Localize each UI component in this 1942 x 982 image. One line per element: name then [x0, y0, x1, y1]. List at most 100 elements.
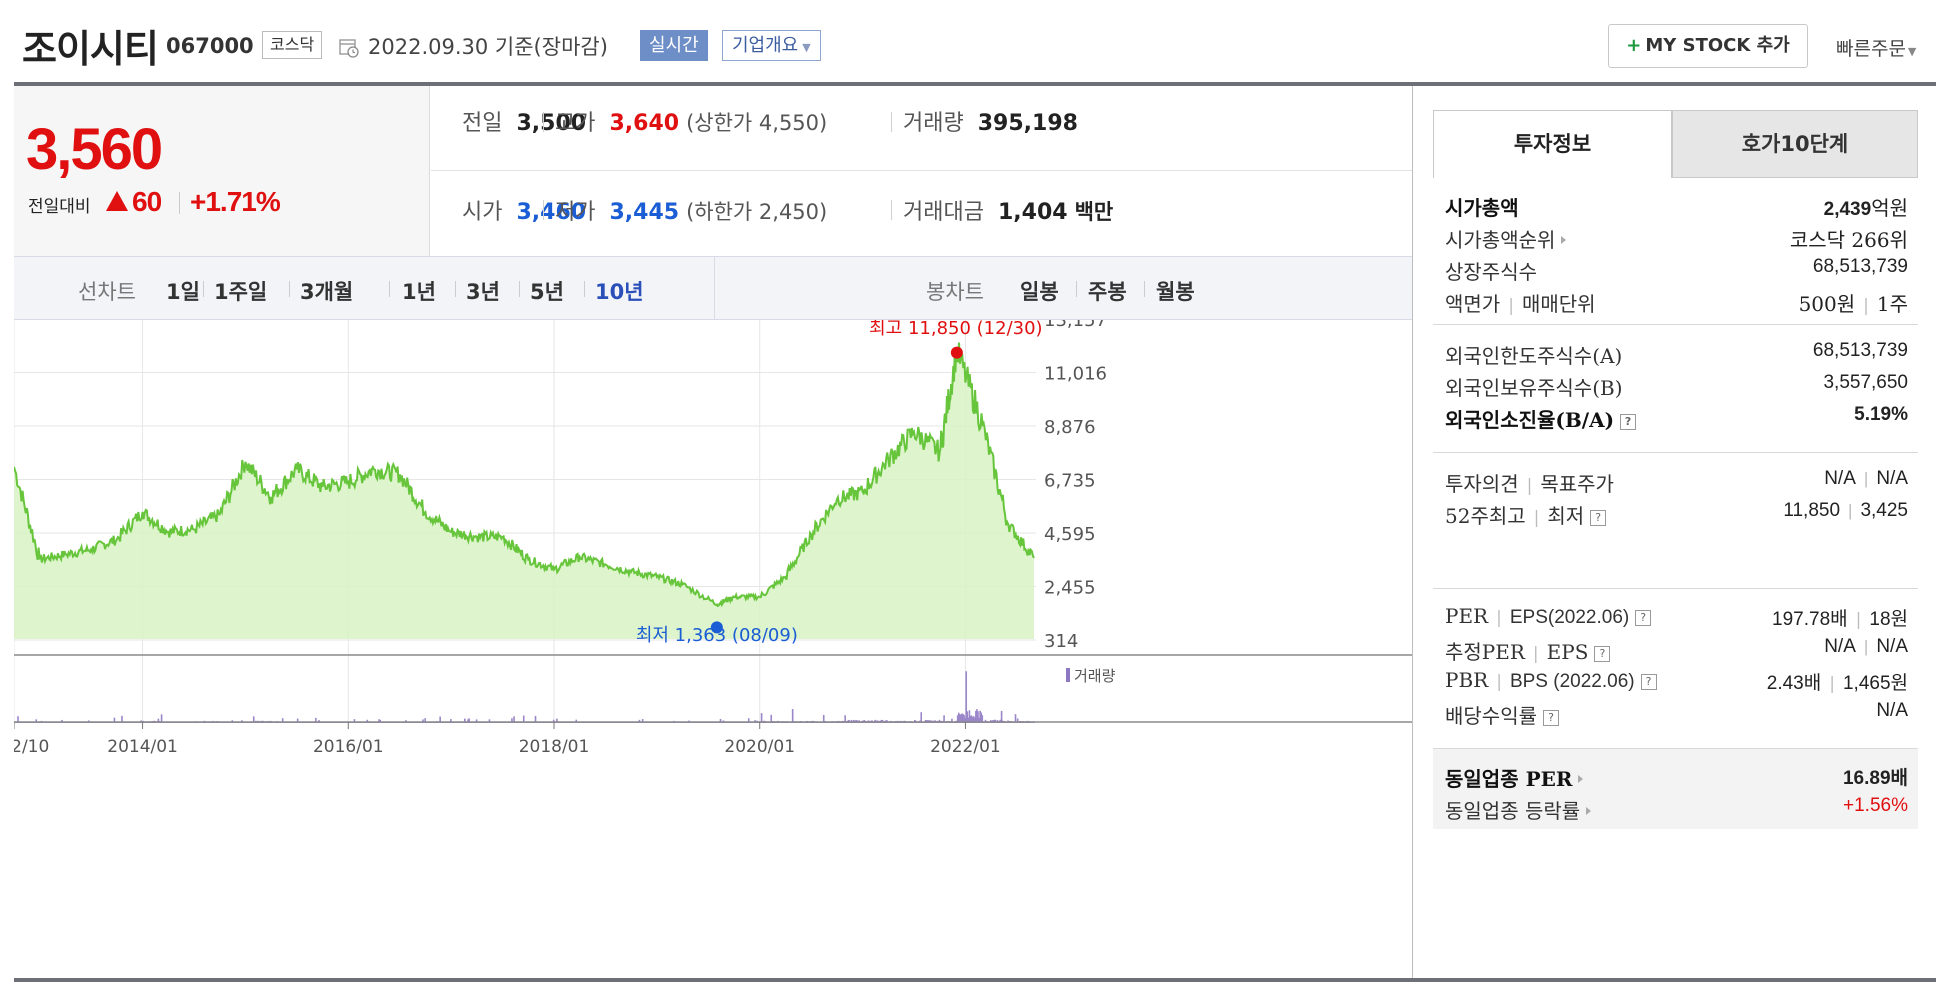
volume-bar	[964, 717, 966, 723]
par-trade-value: 500원 | 1주	[1799, 288, 1908, 317]
volume-bar	[943, 715, 945, 723]
volume-bar	[641, 719, 644, 723]
foreign-ratio-row: 외국인소진율(B/A)? 5.19%	[1445, 404, 1908, 434]
sector-per: 16.89배	[1842, 768, 1908, 789]
volume-bar	[424, 718, 426, 723]
per-text: PER	[1445, 604, 1489, 628]
y-tick-label: 4,595	[1044, 524, 1096, 545]
candle-daily[interactable]: 일봉	[1020, 280, 1059, 304]
bps-text: BPS (2022.06)	[1509, 671, 1635, 692]
div-yield: N/A	[1876, 700, 1908, 721]
divider	[1672, 177, 1918, 178]
stock-code: 067000	[166, 34, 254, 58]
period-1d[interactable]: 1일	[166, 280, 200, 304]
period-3m[interactable]: 3개월	[300, 280, 354, 304]
low-value: 3,445	[609, 200, 680, 225]
market-cap-rank-label[interactable]: 시가총액순위	[1445, 224, 1567, 253]
market-cap-label: 시가총액	[1445, 196, 1519, 220]
help-icon[interactable]: ?	[1620, 414, 1637, 430]
panel-divider	[1412, 86, 1413, 980]
help-icon[interactable]: ?	[1590, 510, 1607, 526]
tab-orderbook[interactable]: 호가10단계	[1672, 110, 1918, 178]
sector-per-label[interactable]: 동일업종 PER	[1445, 763, 1584, 792]
est-per-label: 추정PER | EPS?	[1445, 636, 1611, 665]
volume-bar	[157, 718, 160, 723]
period-5y[interactable]: 5년	[530, 280, 564, 304]
my-stock-add-button[interactable]: + MY STOCK 추가	[1608, 24, 1808, 68]
volume-bar	[972, 716, 975, 723]
price-stats: 전일 3,500 고가 3,640 (상한가 4,550) 거래량 395,198 시…	[431, 86, 1412, 256]
volume-bar	[450, 719, 452, 723]
quick-order-dropdown[interactable]: 빠른주문 ▼	[1836, 34, 1916, 61]
volume-bar	[970, 715, 973, 723]
period-1y[interactable]: 1년	[402, 280, 436, 304]
period-1w[interactable]: 1주일	[214, 280, 268, 304]
help-icon[interactable]: ?	[1635, 610, 1652, 626]
realtime-button[interactable]: 실시간	[640, 30, 708, 61]
divider: |	[1863, 296, 1869, 316]
caret-right-icon	[1586, 807, 1592, 815]
volume-bar	[113, 717, 116, 723]
help-icon[interactable]: ?	[1640, 674, 1657, 690]
sector-chg: +1.56%	[1843, 795, 1908, 816]
help-icon[interactable]: ?	[1543, 710, 1559, 726]
market-cap-rank: 코스닥 266위	[1789, 228, 1908, 252]
candle-weekly[interactable]: 주봉	[1088, 280, 1127, 304]
est-eps-text: EPS	[1546, 640, 1589, 664]
x-tick-label: 2022/01	[930, 737, 1001, 757]
high-value: 3,640	[609, 111, 680, 136]
valuation-group: PER | EPS(2022.06)? 197.78배 | 18원 추정PER | EPS?…	[1433, 604, 1918, 734]
candle-monthly[interactable]: 월봉	[1156, 280, 1195, 304]
divider	[289, 281, 290, 297]
caret-right-icon	[1561, 236, 1567, 244]
pbr-row: PBR | BPS (2022.06)? 2.43배 | 1,465원	[1445, 668, 1908, 698]
volume-bar	[378, 719, 380, 723]
min-label: 최저 1,363 (08/09)	[636, 625, 798, 646]
sector-chg-row: 동일업종 등락률 +1.56%	[1445, 795, 1908, 825]
volume-bar	[966, 711, 969, 723]
divider: |	[1855, 610, 1862, 630]
help-icon[interactable]: ?	[1594, 646, 1611, 662]
price-chart[interactable]: 13,157 11,016 8,876 6,735 4,595 2,455 314 최고 1…	[14, 320, 1412, 978]
y-tick-label: 13,157	[1044, 320, 1107, 331]
market-cap-group: 시가총액 2,439억원 시가총액순위 코스닥 266위 상장주식수 68,51…	[1433, 192, 1918, 316]
y-tick-label: 2,455	[1044, 578, 1096, 599]
volume-bar	[439, 716, 441, 723]
period-10y[interactable]: 10년	[595, 280, 644, 304]
volume-bar	[464, 718, 466, 723]
x-tick-label: 2014/01	[107, 737, 178, 757]
period-3y[interactable]: 3년	[466, 280, 500, 304]
y-tick-label: 11,016	[1044, 364, 1107, 385]
market-cap-rank-row: 시가총액순위 코스닥 266위	[1445, 224, 1908, 254]
up-triangle-icon	[106, 191, 128, 211]
volume-bar	[844, 715, 846, 723]
company-overview-dropdown[interactable]: 기업개요 ▼	[722, 30, 821, 61]
high-label: 고가	[555, 111, 596, 136]
w52-low: 3,425	[1860, 500, 1908, 521]
tab-invest-info[interactable]: 투자정보	[1433, 110, 1672, 178]
stock-header: 조이시티 067000 코스닥 2022.09.30 기준(장마감) 실시간 기…	[0, 0, 1942, 82]
volume-bar	[35, 719, 38, 723]
foreign-group: 외국인한도주식수(A) 68,513,739 외국인보유주식수(B) 3,557…	[1433, 340, 1918, 440]
min-point	[710, 621, 723, 634]
volume-bar	[17, 716, 19, 723]
par-value-row: 액면가 | 매매단위 500원 | 1주	[1445, 288, 1908, 318]
est-per-row: 추정PER | EPS? N/A | N/A	[1445, 636, 1908, 666]
per-label: PER | EPS(2022.06)?	[1445, 604, 1652, 629]
eps-text: EPS(2022.06)	[1509, 607, 1630, 628]
volume-bar	[951, 718, 953, 723]
volume-bar	[556, 718, 558, 723]
opinion: N/A	[1824, 468, 1856, 489]
divider	[1076, 281, 1077, 297]
sector-chg-text: 동일업종 등락률	[1445, 799, 1581, 823]
volume-bar	[719, 718, 722, 723]
opinion-value: N/A | N/A	[1824, 468, 1908, 490]
sector-chg-label[interactable]: 동일업종 등락률	[1445, 795, 1592, 824]
divider: |	[1508, 296, 1514, 316]
x-axis: 2012/10 2014/01 2016/01 2018/01 2020/01 2022/…	[14, 722, 1001, 757]
y-tick-label: 6,735	[1044, 471, 1096, 492]
w52-label: 52주최고 | 최저?	[1445, 500, 1607, 529]
company-overview-label: 기업개요	[732, 35, 799, 56]
divider: |	[1863, 637, 1869, 656]
per-row: PER | EPS(2022.06)? 197.78배 | 18원	[1445, 604, 1908, 634]
